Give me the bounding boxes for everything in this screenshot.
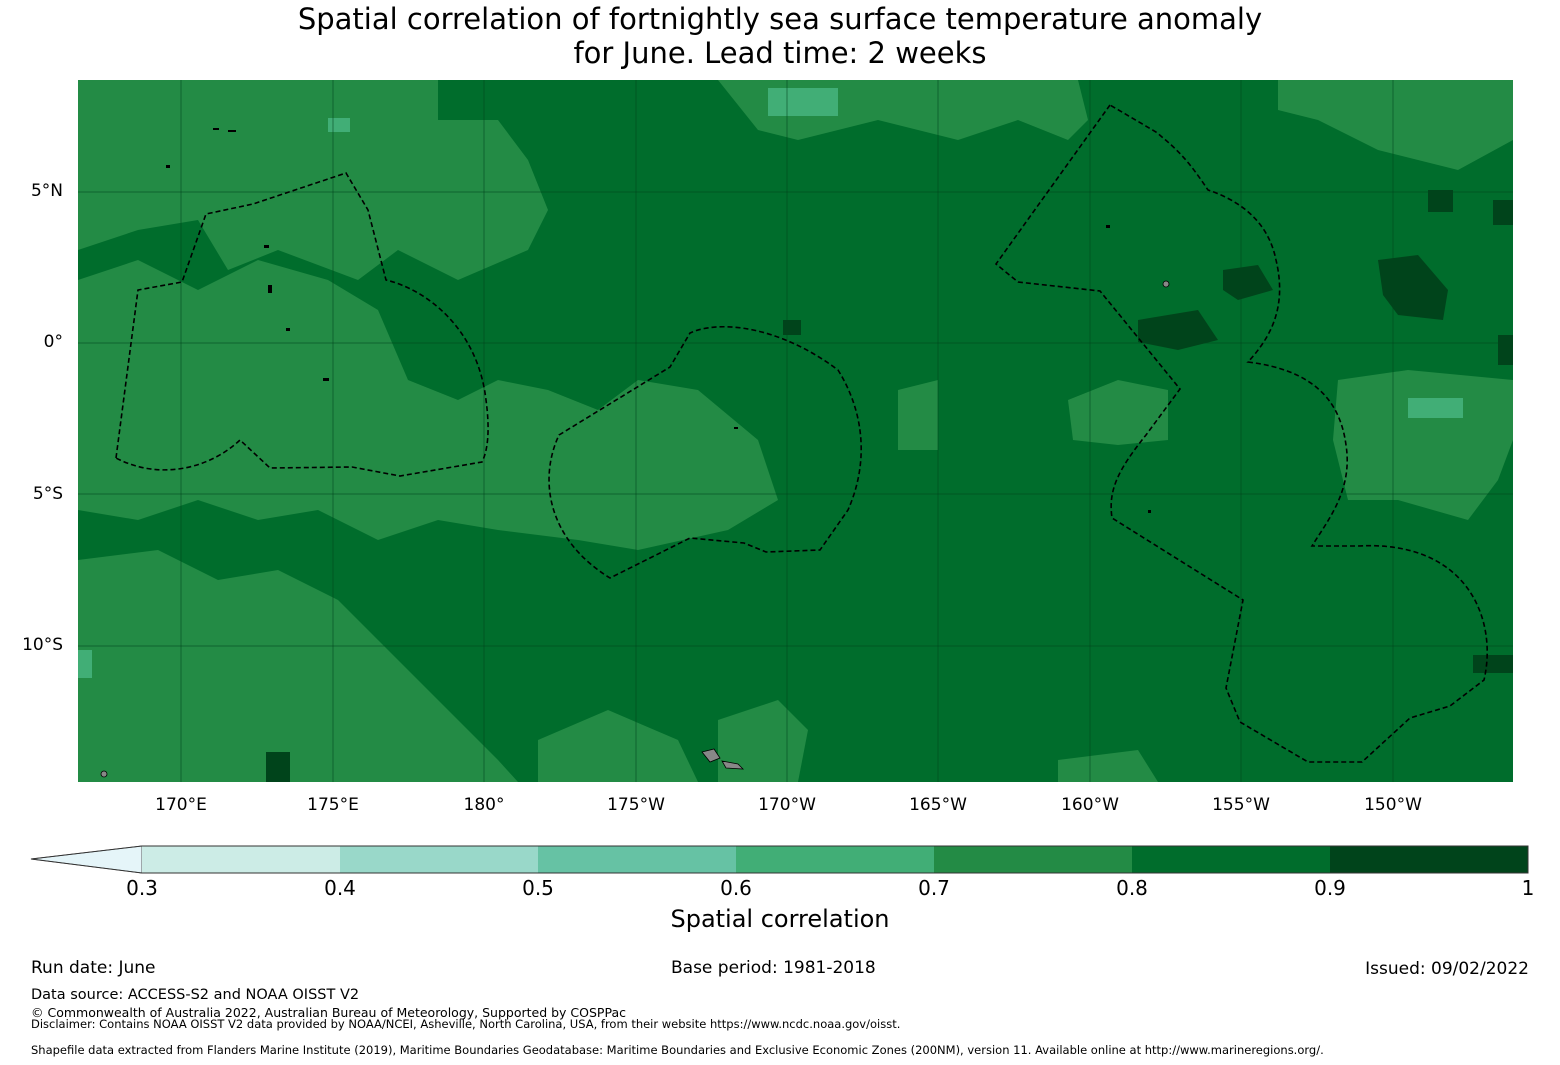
disclaimer: Disclaimer: Contains NOAA OISST V2 data … xyxy=(31,1017,901,1031)
issued-date: Issued: 09/02/2022 xyxy=(1365,959,1529,979)
shapefile-credit: Shapefile data extracted from Flanders M… xyxy=(31,1043,1324,1057)
correlation-0.6-0.7-patches xyxy=(78,88,1463,678)
colorbar-tick-0.6: 0.6 xyxy=(720,876,752,900)
copyright: © Commonwealth of Australia 2022, Austra… xyxy=(31,1005,626,1020)
lon-label-150w: 150°W xyxy=(1364,795,1422,815)
colorbar-label: Spatial correlation xyxy=(670,905,890,933)
correlation-0.7-0.8-regions xyxy=(78,80,1513,782)
island-dot xyxy=(1162,280,1170,288)
colorbar-segment-below-0.3 xyxy=(30,845,143,874)
colorbar-segment-0.3-0.4 xyxy=(142,846,340,873)
lat-label-0: 0° xyxy=(43,332,63,352)
title-line-1: Spatial correlation of fortnightly sea s… xyxy=(297,2,1263,36)
eez-boundary-east xyxy=(994,103,1488,763)
eez-boundary-central xyxy=(548,325,862,579)
colorbar-tick-0.3: 0.3 xyxy=(126,876,158,900)
eez-boundary-west xyxy=(115,172,489,477)
colorbar-tick-0.9: 0.9 xyxy=(1314,876,1346,900)
colorbar-segment-0.9-1 xyxy=(1330,846,1528,873)
map-canvas xyxy=(78,80,1513,782)
colorbar-tick-0.8: 0.8 xyxy=(1116,876,1148,900)
colorbar-outline xyxy=(30,845,1529,874)
correlation-0.9-1-patches xyxy=(266,190,1513,782)
lon-label-175w: 175°W xyxy=(607,795,665,815)
correlation-map xyxy=(78,80,1513,782)
lon-label-180: 180° xyxy=(463,795,505,815)
lon-label-170w: 170°W xyxy=(758,795,816,815)
eez-boundaries xyxy=(115,103,1488,763)
lon-label-155w: 155°W xyxy=(1212,795,1270,815)
graticule xyxy=(78,80,1513,782)
islands xyxy=(100,280,1170,778)
island-dot xyxy=(100,770,108,778)
atolls xyxy=(166,128,1151,513)
colorbar-tick-0.4: 0.4 xyxy=(324,876,356,900)
samoa-island-west xyxy=(701,748,721,763)
colorbar xyxy=(30,845,1529,874)
lat-label-5s: 5°S xyxy=(32,484,63,504)
title-line-2: for June. Lead time: 2 weeks xyxy=(573,36,987,70)
colorbar-segment-0.7-0.8 xyxy=(934,846,1132,873)
map-title: Spatial correlation of fortnightly sea s… xyxy=(0,2,1560,70)
colorbar-segment-0.4-0.5 xyxy=(340,846,538,873)
lon-label-175e: 175°E xyxy=(307,795,359,815)
data-source: Data source: ACCESS-S2 and NOAA OISST V2 xyxy=(31,987,360,1003)
colorbar-tick-0.5: 0.5 xyxy=(522,876,554,900)
base-period: Base period: 1981-2018 xyxy=(671,958,876,978)
lon-label-160w: 160°W xyxy=(1061,795,1119,815)
lon-label-165w: 165°W xyxy=(909,795,967,815)
colorbar-segment-0.8-0.9 xyxy=(1132,846,1330,873)
lon-label-170e: 170°E xyxy=(155,795,207,815)
colorbar-tick-1: 1 xyxy=(1521,876,1535,900)
run-date: Run date: June xyxy=(31,958,156,978)
colorbar-segment-0.6-0.7 xyxy=(736,846,934,873)
lat-label-10s: 10°S xyxy=(22,635,63,655)
samoa-island-east xyxy=(721,760,745,770)
lat-label-5n: 5°N xyxy=(30,181,63,201)
colorbar-segment-0.5-0.6 xyxy=(538,846,736,873)
colorbar-tick-0.7: 0.7 xyxy=(918,876,950,900)
